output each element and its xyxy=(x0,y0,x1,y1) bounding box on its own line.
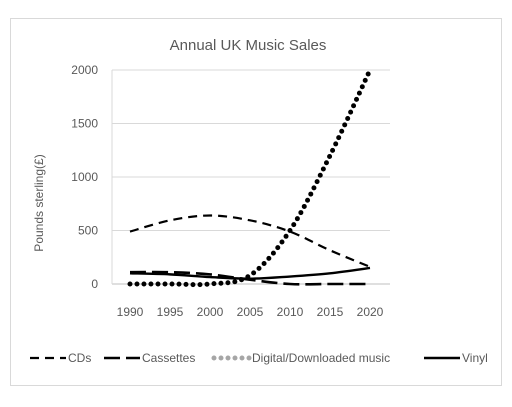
series-line-cds xyxy=(129,214,371,268)
y-axis-title: Pounds sterling(£) xyxy=(32,154,46,251)
gridlines xyxy=(112,69,390,231)
series-line-digital-downloaded-music xyxy=(127,67,373,288)
x-tick-label: 1990 xyxy=(117,305,144,319)
x-tick-label: 2000 xyxy=(197,305,224,319)
y-tick-label: 500 xyxy=(78,224,98,238)
y-tick-label: 0 xyxy=(91,277,98,291)
legend: CDs Cassettes Digital/Downloaded music Viny… xyxy=(30,351,488,365)
x-tick-label: 1995 xyxy=(157,305,184,319)
chart-frame xyxy=(10,18,502,386)
x-tick-label: 2020 xyxy=(357,305,384,319)
chart-title: Annual UK Music Sales xyxy=(170,37,327,54)
axes: 0 500 1000 1500 2000 1990 1995 2000 2005 2010 2015… xyxy=(71,63,390,319)
y-tick-label: 1000 xyxy=(71,170,98,184)
x-tick-label: 2015 xyxy=(317,305,344,319)
series-line-vinyl xyxy=(129,266,371,280)
legend-label: CDs xyxy=(68,351,91,365)
x-tick-label: 2005 xyxy=(237,305,264,319)
legend-label: Vinyl xyxy=(462,351,488,365)
y-tick-label: 1500 xyxy=(71,117,98,131)
x-tick-label: 2010 xyxy=(277,305,304,319)
y-tick-label: 2000 xyxy=(71,63,98,77)
legend-label: Cassettes xyxy=(142,351,195,365)
legend-label: Digital/Downloaded music xyxy=(252,351,390,365)
series-lines xyxy=(127,67,373,288)
